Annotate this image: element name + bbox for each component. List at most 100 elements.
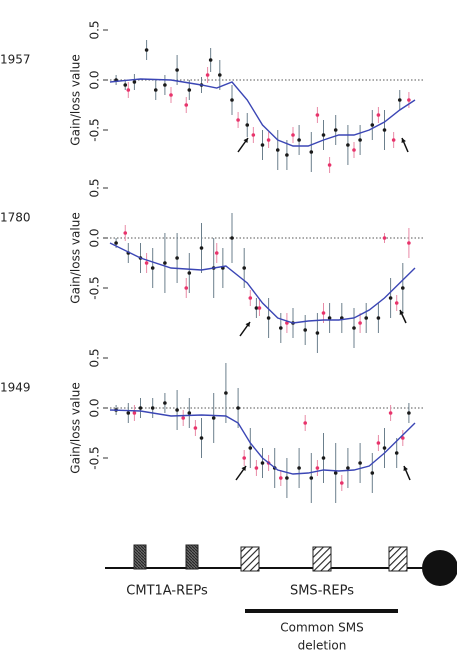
y-tick-label: -0.5 [88,118,102,141]
data-point [199,436,204,440]
data-point [382,128,387,132]
data-point [333,128,338,132]
data-point [407,241,411,245]
sms-rep [388,546,408,572]
data-point [236,118,240,122]
data-point [346,466,350,470]
data-point [224,391,228,395]
data-point [163,261,167,265]
data-point [163,83,167,87]
data-point [163,401,167,405]
data-point [187,88,192,92]
arrow-head [399,310,405,315]
data-point [193,426,198,430]
sms-rep [312,546,332,572]
data-point [153,88,158,92]
data-point [376,113,381,117]
data-point [279,476,283,480]
data-point [187,271,192,275]
y-tick-label: -0.5 [88,276,102,299]
data-point [358,321,362,325]
sms-label: SMS-REPs [290,584,354,599]
data-point [266,138,271,142]
data-point [370,471,375,475]
data-point [285,476,289,480]
data-point [187,411,192,415]
arrow-head [403,466,408,471]
data-point [211,416,216,420]
arrow-head [245,322,250,327]
data-point [370,123,375,127]
data-point [175,256,179,260]
data-point [279,326,283,330]
data-point [275,148,280,152]
data-point [138,406,143,410]
data-point [242,266,246,270]
data-point [321,456,326,460]
data-point [407,98,411,102]
data-point [303,421,308,425]
data-point [260,461,265,465]
panel-label: 1780 [0,211,31,225]
data-point [346,143,350,147]
cmt-rep [133,544,147,570]
y-tick-label: -0.5 [88,446,102,469]
data-point [150,406,155,410]
data-point [382,446,387,450]
cmt-rep [185,544,199,570]
panel: 1949 Gain/loss value 0.5 0.0 -0.5 [0,348,425,503]
data-point [297,466,301,470]
data-point [394,301,399,305]
data-point [184,286,189,290]
data-point [242,456,246,460]
data-point [388,411,393,415]
data-point [285,153,289,157]
data-point [126,411,131,415]
centromere [422,550,457,586]
data-point [254,466,259,470]
data-point [175,68,179,72]
data-point [132,80,137,84]
arrow-head [401,138,406,143]
data-point [123,231,128,235]
data-point [230,98,234,102]
y-tick-label: 0.0 [88,228,102,247]
data-point [199,246,204,250]
data-point [397,98,402,102]
data-point [315,331,320,335]
data-point [388,296,393,300]
arrow-head [241,466,246,471]
data-point [205,73,210,77]
panel: 1957 Gain/loss value 0.5 0.0 -0.5 [0,20,425,173]
data-point [364,316,369,320]
fit-line [109,78,416,147]
data-point [150,266,155,270]
data-point [376,316,381,320]
data-point [175,408,179,412]
deletion-label: Common SMS [280,621,363,635]
data-point [358,461,362,465]
data-point [291,133,295,137]
data-point [391,138,396,142]
y-tick-label: 0.0 [88,398,102,417]
data-point [407,411,411,415]
data-point [208,58,213,62]
cmt-label: CMT1A-REPs [126,584,208,599]
data-point [181,416,185,420]
data-point [214,251,219,255]
y-tick-label: 0.5 [88,20,102,39]
data-point [123,83,128,87]
data-point [132,411,137,415]
panel: 1780 Gain/loss value 0.5 0.0 -0.5 [0,178,425,353]
data-point [401,286,405,290]
data-point [394,451,399,455]
data-point [309,150,314,154]
data-point [321,133,326,137]
data-point [327,316,332,320]
data-point [315,466,320,470]
data-point [327,163,332,167]
data-point [315,113,320,117]
data-point [169,93,173,97]
data-point [114,241,118,245]
